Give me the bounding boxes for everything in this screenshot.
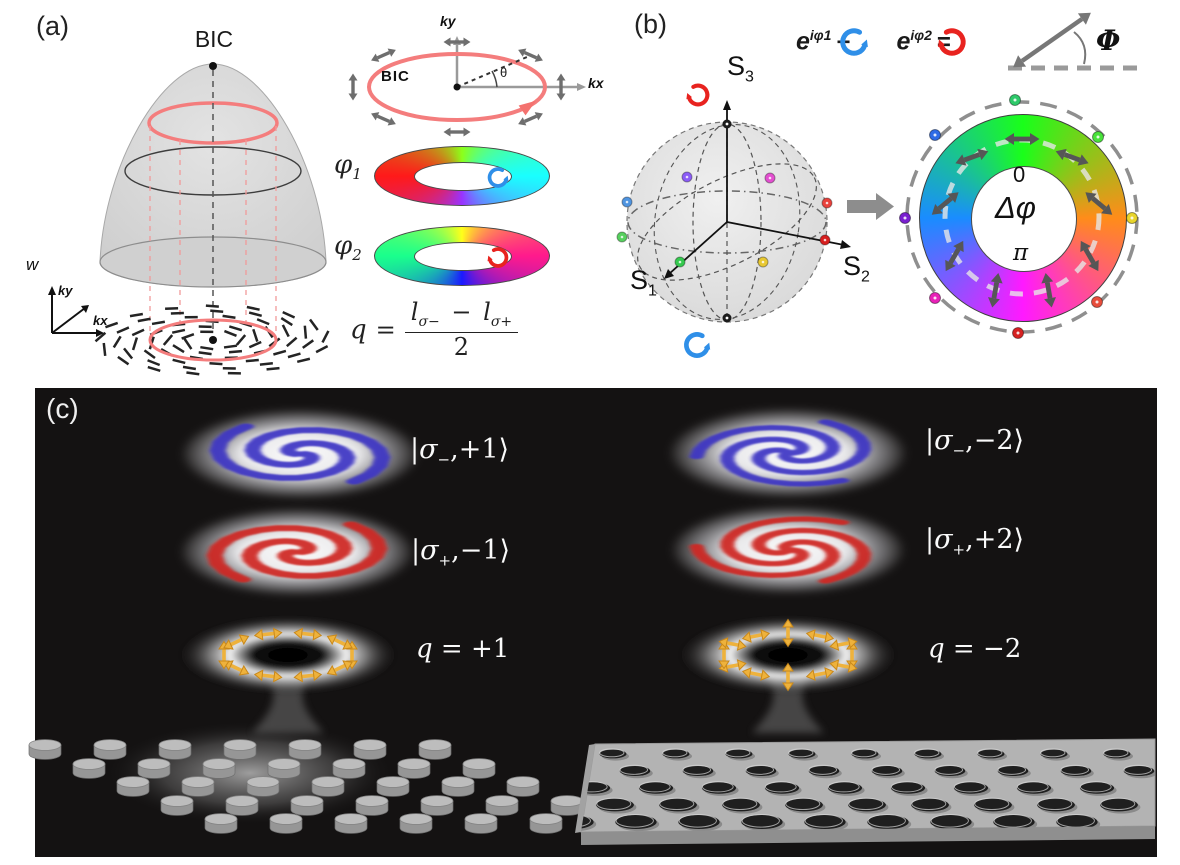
s3-axis-label: S3 — [727, 51, 754, 86]
ket-sigma-minus-plus1: |σ−,+1⟩ — [410, 434, 510, 469]
phi1-ring-hole — [414, 162, 512, 191]
panel-a-graphic — [48, 36, 586, 376]
panel-b-graphic — [616, 12, 1140, 339]
phi-orientation-label: Φ — [1096, 24, 1121, 57]
phi1-label: φ1 — [334, 150, 362, 184]
e-iphi1-term: eiφ1 — [796, 27, 832, 56]
right-arrow — [847, 193, 894, 220]
polarization-vector-field — [94, 304, 330, 376]
panel-c-graphic — [28, 408, 1156, 845]
axis-kx-label: kx — [93, 313, 108, 328]
ket-sigma-plus-minus1: |σ+,−1⟩ — [411, 535, 511, 570]
kdiagram-bic-label: BIC — [381, 68, 410, 85]
wheel-delta-phi-label: Δφ — [995, 190, 1037, 225]
wheel-zero-label: 0 — [1013, 162, 1026, 187]
k-circle-diagram — [348, 36, 586, 137]
cw-rotation-icon — [683, 80, 713, 110]
equals-sign: = — [936, 29, 951, 56]
superposition-formula: eiφ1 + eiφ2 = — [757, 24, 967, 60]
topological-charge-equation: q = lσ− − lσ+ 2 — [350, 299, 519, 361]
phi-angle-schematic — [1008, 12, 1140, 71]
phase-ring-phi1 — [374, 146, 550, 206]
poincare-sphere — [616, 100, 851, 323]
momentum-space-red-ring — [148, 318, 278, 362]
delta-phi-color-wheel — [919, 114, 1127, 322]
s1-axis-label: S1 — [630, 265, 657, 300]
panel-a-label: (a) — [36, 11, 69, 41]
axis-w-label: w — [26, 255, 39, 274]
panel-b-label: (b) — [634, 9, 667, 39]
bic-point — [209, 62, 217, 70]
e-iphi2-term: eiφ2 — [896, 27, 932, 56]
wheel-pi-label: π — [1013, 240, 1029, 266]
theta-label: θ — [500, 65, 508, 80]
ket-sigma-plus-plus2: |σ+,+2⟩ — [925, 524, 1025, 559]
cw-rotation-icon — [450, 244, 509, 270]
ccw-rotation-icon — [757, 24, 868, 58]
axis-ky-label: ky — [58, 283, 73, 298]
phi2-ring-hole — [414, 242, 512, 271]
wheel-hole — [971, 166, 1077, 272]
kdiagram-ky-label: ky — [440, 13, 456, 29]
phase-ring-phi2 — [374, 226, 550, 286]
cw-rotation-icon — [855, 24, 967, 60]
phi2-label: φ2 — [334, 231, 362, 265]
ccw-rotation-icon — [450, 164, 509, 190]
bic-cone-label: BIC — [194, 26, 234, 52]
panel-c-experiment — [28, 388, 1157, 857]
projection-dashed-lines — [149, 126, 277, 338]
kdiagram-kx-label: kx — [588, 75, 604, 91]
s2-axis-label: S2 — [843, 251, 870, 286]
q-plus1-label: q = +1 — [416, 634, 510, 664]
wheel-overlays — [899, 94, 1139, 339]
q-minus2-label: q = −2 — [928, 634, 1022, 664]
panel-c-label: (c) — [46, 393, 79, 424]
ccw-rotation-icon — [680, 328, 714, 362]
ket-sigma-minus-minus2: |σ−,−2⟩ — [925, 425, 1025, 460]
kspace-axes — [48, 286, 104, 337]
field-center-dot — [209, 336, 217, 344]
